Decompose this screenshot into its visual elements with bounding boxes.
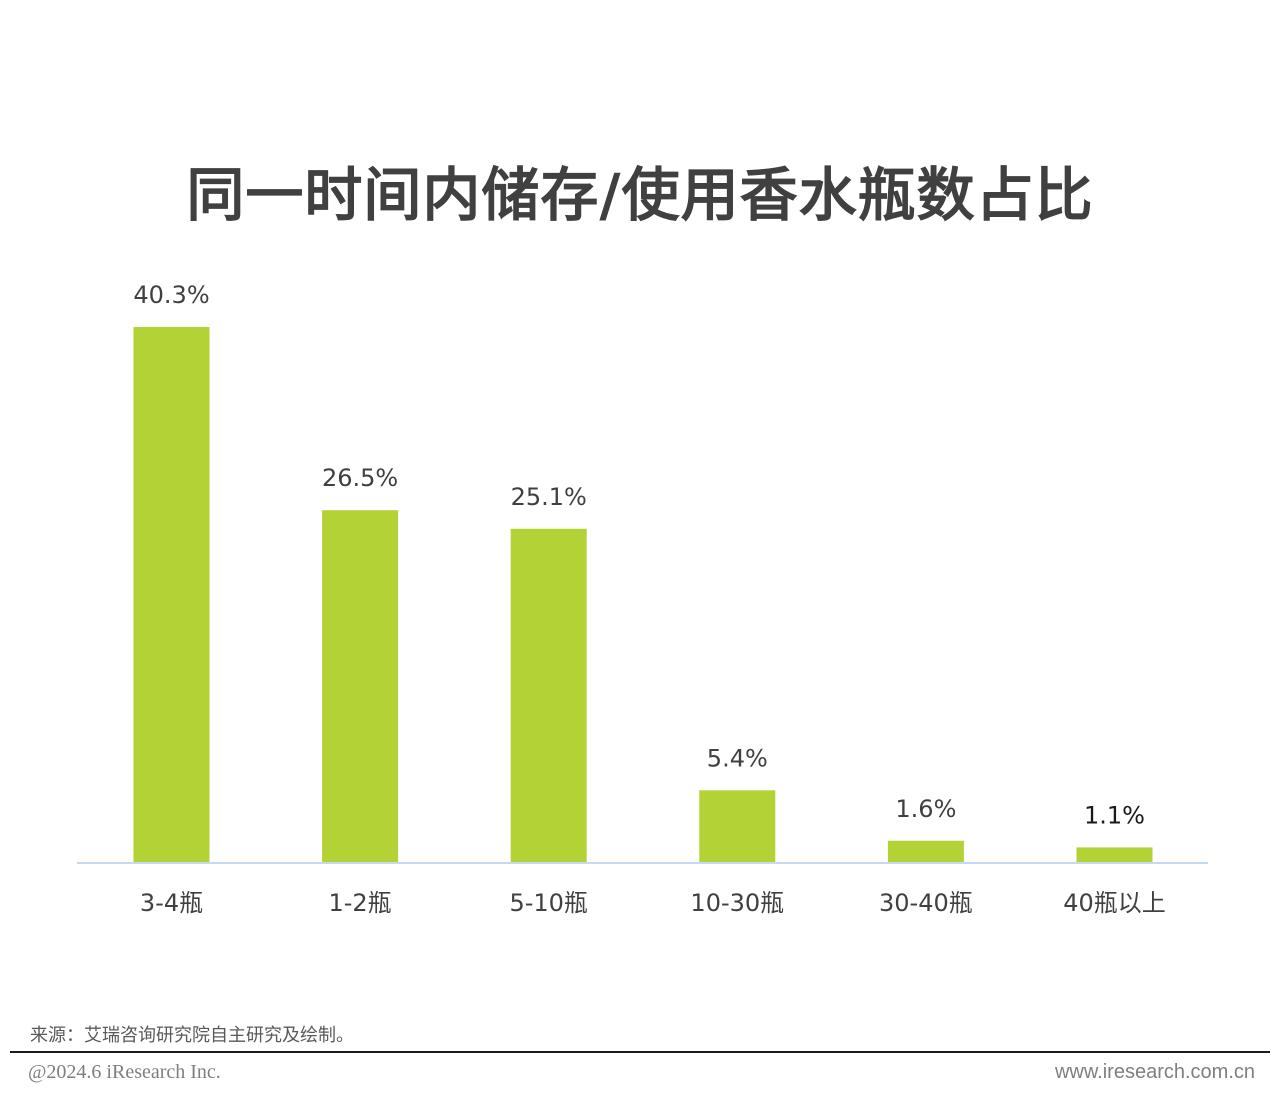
category-label-0: 3-4瓶 xyxy=(140,889,203,917)
category-label-5: 40瓶以上 xyxy=(1063,889,1166,917)
category-label-4: 30-40瓶 xyxy=(879,889,973,917)
source-note: 来源：艾瑞咨询研究院自主研究及绘制。 xyxy=(30,1025,354,1046)
bar-5 xyxy=(1076,847,1153,862)
chart-title: 同一时间内储存/使用香水瓶数占比 xyxy=(186,161,1094,229)
category-label-1: 1-2瓶 xyxy=(328,889,391,917)
bar-2 xyxy=(510,528,587,862)
category-label-3: 10-30瓶 xyxy=(690,889,784,917)
bar-1 xyxy=(322,510,399,862)
value-label-0: 40.3% xyxy=(133,281,209,309)
footer-divider xyxy=(10,1051,1270,1053)
copyright-text: @2024.6 iResearch Inc. xyxy=(28,1061,221,1083)
value-label-2: 25.1% xyxy=(511,483,587,511)
bar-4 xyxy=(887,840,964,862)
website-link: www.iresearch.com.cn xyxy=(1054,1061,1255,1083)
bar-0 xyxy=(133,327,210,862)
bar-3 xyxy=(699,790,776,862)
value-label-3: 5.4% xyxy=(707,744,768,772)
value-label-5: 1.1% xyxy=(1084,801,1145,829)
value-label-1: 26.5% xyxy=(322,464,398,492)
category-label-2: 5-10瓶 xyxy=(509,889,587,917)
value-label-4: 1.6% xyxy=(895,795,956,823)
